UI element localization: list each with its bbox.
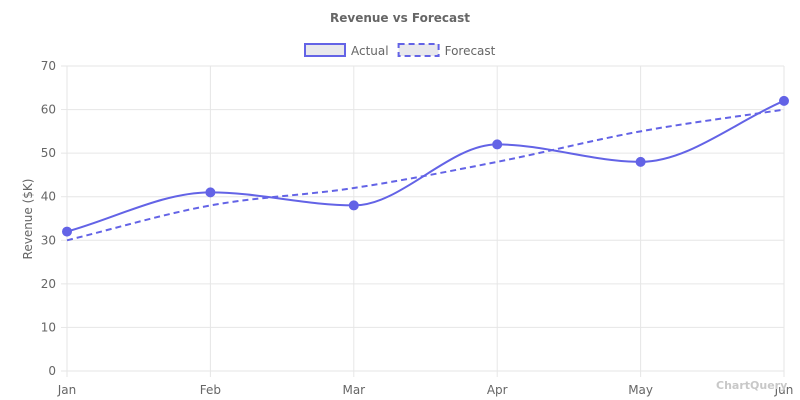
data-point[interactable] — [62, 226, 72, 237]
chart-legend: Actual Forecast — [304, 43, 496, 58]
y-tick-label: 20 — [41, 277, 56, 291]
x-axis: Jan Feb Mar Apr May Jun — [57, 371, 794, 397]
y-tick-label: 50 — [41, 146, 56, 160]
legend-swatch — [397, 43, 440, 57]
y-tick-label: 30 — [41, 233, 56, 247]
chart-grid — [66, 65, 785, 372]
x-tick-label: Jan — [57, 383, 77, 397]
y-axis-title: Revenue ($K) — [21, 179, 35, 260]
data-point[interactable] — [492, 139, 503, 150]
y-tick-label: 0 — [48, 364, 56, 378]
data-point[interactable] — [779, 95, 789, 106]
legend-label: Forecast — [445, 44, 496, 58]
x-tick-label: Mar — [342, 383, 365, 397]
legend-item-actual[interactable]: Actual — [304, 43, 389, 58]
series-forecast — [66, 108, 785, 242]
x-tick-label: May — [628, 383, 653, 397]
chart-title: Revenue vs Forecast — [330, 11, 470, 25]
y-tick-label: 60 — [41, 103, 56, 117]
y-tick-label: 40 — [41, 190, 56, 204]
legend-label: Actual — [351, 44, 389, 58]
data-point[interactable] — [635, 156, 646, 167]
watermark: ChartQuery — [716, 379, 787, 392]
series-line-forecast — [66, 108, 785, 242]
data-point[interactable] — [348, 200, 359, 211]
y-tick-label: 10 — [41, 320, 56, 334]
y-axis: 0 10 20 30 40 50 60 70 — [41, 59, 67, 378]
y-tick-label: 70 — [41, 59, 56, 73]
data-point[interactable] — [205, 187, 216, 198]
legend-swatch — [304, 43, 346, 57]
series-actual — [62, 95, 789, 237]
x-tick-label: Apr — [487, 383, 508, 397]
x-tick-label: Feb — [200, 383, 221, 397]
legend-item-forecast[interactable]: Forecast — [397, 43, 496, 58]
x-tick-label: Jun — [774, 383, 794, 397]
series-layer — [62, 95, 789, 242]
